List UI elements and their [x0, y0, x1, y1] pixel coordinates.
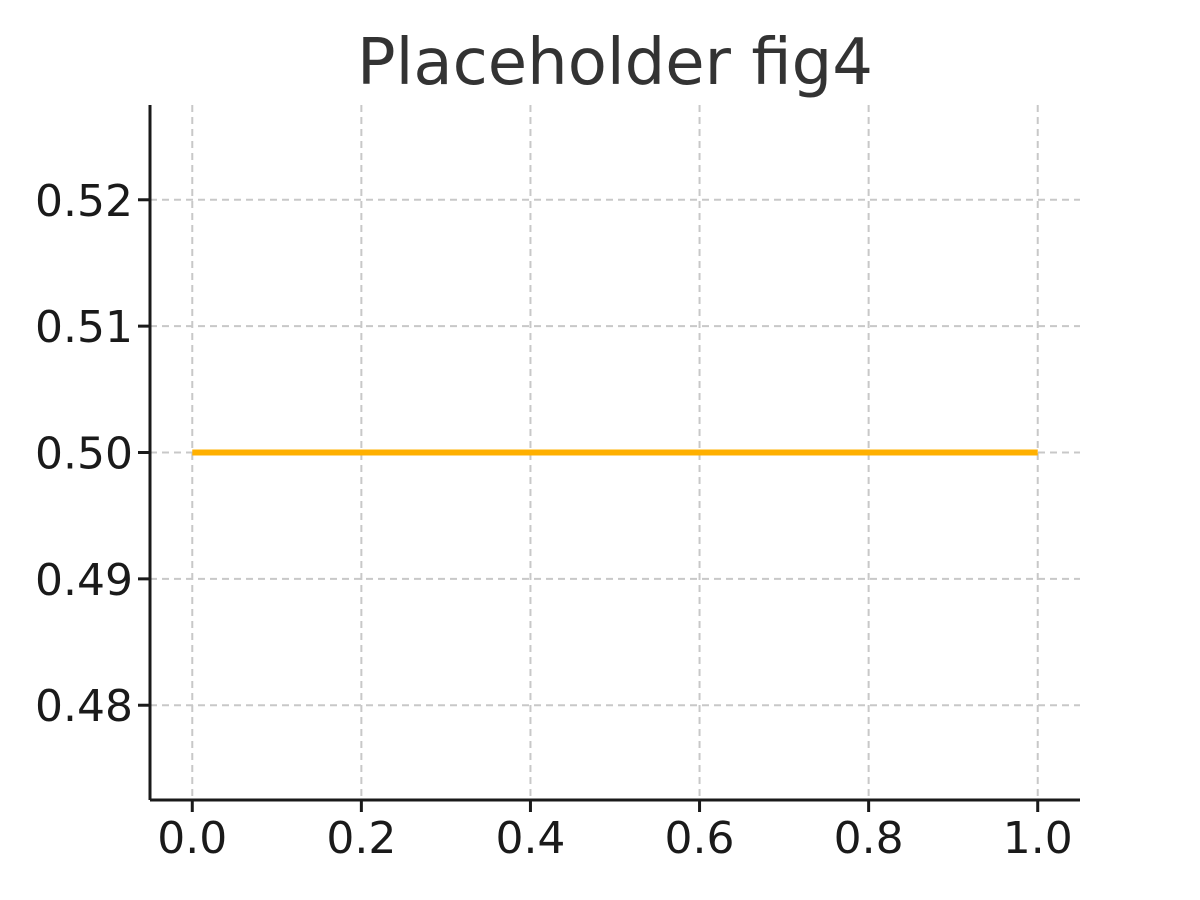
chart-title: Placeholder fig4 [357, 26, 873, 100]
x-tick-label: 0.0 [157, 813, 227, 864]
x-tick-label: 0.6 [665, 813, 735, 864]
x-tick-label: 0.2 [326, 813, 396, 864]
grid [150, 105, 1080, 800]
y-tick-label: 0.52 [35, 176, 133, 227]
y-tick-label: 0.49 [35, 555, 133, 606]
y-tick-label: 0.51 [35, 302, 133, 353]
x-tick-label: 0.4 [495, 813, 565, 864]
x-tick-label: 0.8 [834, 813, 904, 864]
x-tick-label: 1.0 [1003, 813, 1073, 864]
y-tick-label: 0.50 [35, 429, 133, 480]
y-tick-label: 0.48 [35, 681, 133, 732]
ticks: 0.0 0.2 0.4 0.6 0.8 1.0 0.48 0.49 0.50 0.51 0.52 [35, 176, 1073, 864]
